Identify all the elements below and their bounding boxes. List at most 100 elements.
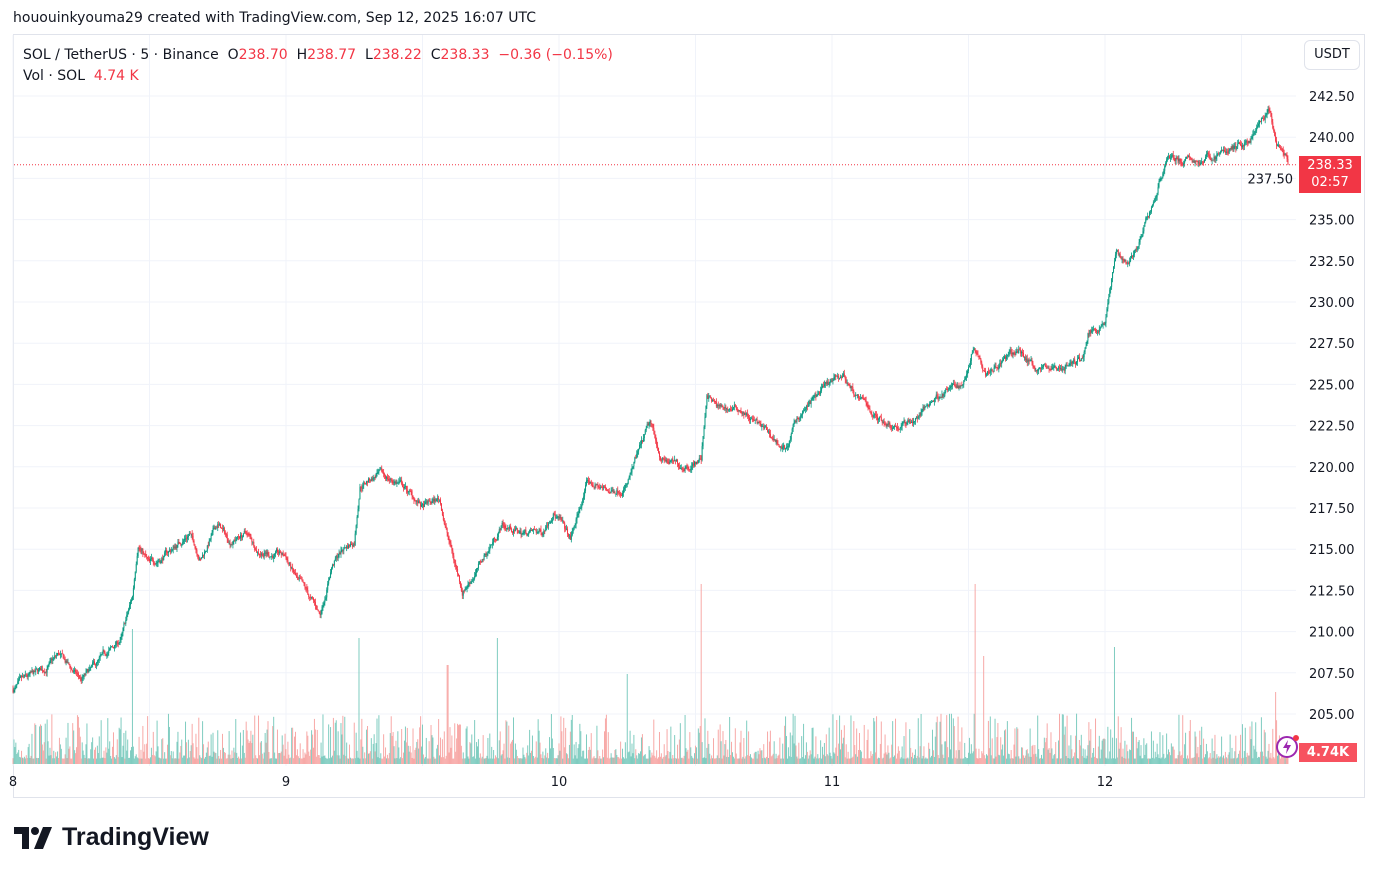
volume-bar: [556, 758, 558, 764]
candle: [244, 531, 246, 532]
volume-bar: [214, 752, 216, 764]
candle: [307, 590, 309, 595]
volume-bar: [1152, 740, 1154, 764]
candle: [866, 402, 868, 406]
candle: [614, 492, 616, 494]
candle: [1062, 369, 1064, 371]
volume-bar: [1058, 740, 1060, 764]
candle: [818, 392, 820, 394]
candle: [425, 501, 427, 503]
candle: [966, 374, 968, 378]
candle: [29, 671, 31, 675]
volume-bar: [625, 758, 627, 764]
volume-bar: [744, 758, 746, 764]
candle: [895, 426, 897, 428]
volume-bar: [375, 743, 377, 764]
lightning-icon[interactable]: [1275, 733, 1301, 759]
volume-bar: [848, 758, 850, 764]
volume-bar: [793, 743, 795, 764]
candle: [923, 407, 925, 409]
candle: [754, 419, 756, 421]
volume-bar: [270, 758, 272, 764]
candle: [576, 514, 578, 520]
candle: [889, 422, 891, 426]
volume-bar: [493, 750, 495, 764]
volume-bar: [217, 730, 219, 764]
candle: [218, 524, 220, 525]
time-axis: 8 9 10 11 12: [9, 775, 1113, 790]
candle: [1142, 231, 1144, 236]
candle: [195, 547, 197, 551]
volume-bar: [1202, 758, 1204, 764]
volume-bar: [753, 753, 755, 764]
volume-bar: [619, 758, 621, 764]
volume-bar: [272, 726, 274, 764]
volume-bar: [288, 754, 290, 764]
candle: [367, 478, 369, 483]
candle: [748, 416, 750, 418]
volume-bar: [274, 752, 276, 764]
volume-bar: [554, 758, 556, 764]
volume-bar: [545, 748, 547, 764]
volume-bar: [1147, 758, 1149, 764]
candle: [201, 557, 203, 560]
candle: [731, 410, 733, 412]
volume-bar: [394, 758, 396, 764]
volume-bar: [235, 719, 237, 764]
candle: [120, 636, 122, 640]
symbol-name[interactable]: SOL / TetherUS · 5 · Binance: [23, 47, 219, 63]
volume-bar: [136, 757, 138, 764]
volume-legend-label[interactable]: Vol · SOL: [23, 68, 86, 84]
candle: [128, 609, 130, 613]
candle: [486, 554, 488, 556]
volume-bar: [133, 758, 135, 764]
candle: [589, 481, 591, 484]
volume-bar: [612, 757, 614, 764]
volume-bar: [71, 758, 73, 764]
candle: [909, 421, 911, 423]
volume-bar: [466, 726, 468, 764]
volume-bar: [492, 758, 494, 764]
volume-bar: [659, 756, 661, 764]
currency-button[interactable]: USDT: [1304, 40, 1360, 70]
candle: [593, 487, 595, 488]
candle: [859, 398, 861, 399]
candle: [1163, 170, 1165, 174]
candle: [664, 459, 666, 461]
volume-bar: [355, 732, 357, 764]
candle: [221, 528, 223, 530]
candle: [1037, 370, 1039, 372]
candle: [568, 535, 570, 537]
candle: [496, 537, 498, 540]
volume-bar: [1055, 742, 1057, 764]
candle: [687, 467, 689, 469]
volume-bar: [723, 755, 725, 764]
candle: [974, 348, 976, 351]
candle: [977, 353, 979, 357]
volume-bar: [819, 757, 821, 764]
candle: [319, 612, 321, 616]
volume-bar: [523, 754, 525, 764]
candle: [337, 556, 339, 558]
candle: [629, 473, 631, 478]
volume-bar: [863, 724, 865, 764]
candle: [446, 528, 448, 533]
candle: [398, 481, 400, 483]
volume-bar: [939, 721, 941, 764]
candle: [68, 662, 70, 665]
candle: [918, 414, 920, 417]
volume-bar: [248, 742, 250, 764]
volume-bar: [877, 757, 879, 764]
candle: [451, 547, 453, 551]
candle: [461, 590, 463, 596]
volume-bar: [93, 758, 95, 764]
volume-bar: [752, 758, 754, 764]
candle: [162, 558, 164, 560]
candle: [634, 457, 636, 462]
price-tick: 212.50: [1309, 584, 1355, 599]
candle: [308, 594, 310, 597]
tradingview-logo[interactable]: TradingView: [14, 823, 209, 852]
candle: [753, 420, 755, 421]
candle: [599, 487, 601, 489]
